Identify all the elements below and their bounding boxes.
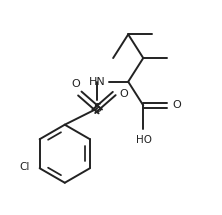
Text: HN: HN xyxy=(89,77,105,87)
Text: O: O xyxy=(172,100,181,110)
Text: Cl: Cl xyxy=(20,162,30,172)
Text: S: S xyxy=(93,102,101,115)
Text: HO: HO xyxy=(136,135,152,145)
Text: O: O xyxy=(120,89,128,98)
Text: O: O xyxy=(71,79,80,89)
